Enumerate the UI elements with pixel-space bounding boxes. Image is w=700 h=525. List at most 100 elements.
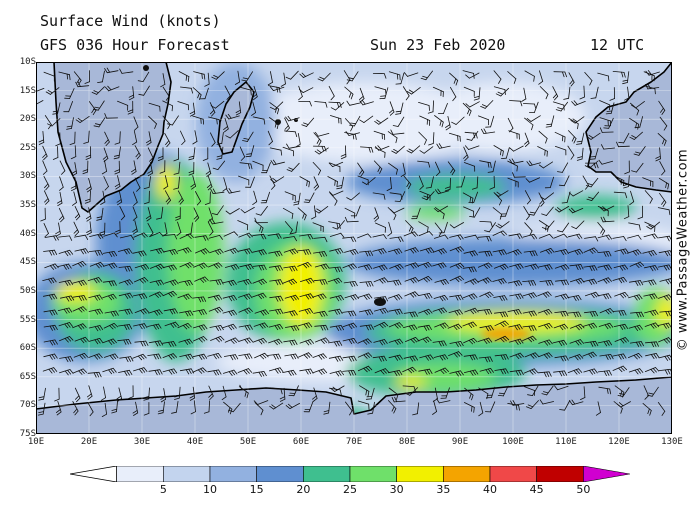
wind-barb [329, 162, 341, 173]
wind-barb [463, 162, 476, 172]
wind-barb [283, 265, 298, 272]
wind-barb [162, 290, 177, 298]
wind-barb [147, 162, 153, 177]
wind-barb [295, 133, 301, 148]
wind-barb [478, 356, 493, 363]
wind-barb [74, 234, 89, 241]
wind-barb [245, 176, 255, 188]
wind-barb [584, 160, 599, 169]
wind-barb [69, 131, 76, 145]
wind-barb [251, 101, 257, 116]
wind-barb [492, 230, 508, 236]
wind-barb [374, 222, 386, 233]
wind-barb [299, 72, 314, 78]
wind-barb [568, 190, 584, 197]
wind-barb [434, 367, 450, 375]
wind-barb [525, 400, 539, 410]
wind-barb [357, 264, 373, 271]
wind-barb [332, 220, 345, 230]
wind-barb [299, 368, 314, 375]
wind-barb [75, 116, 90, 123]
wind-barb [269, 402, 284, 410]
wind-barb [157, 401, 165, 415]
wind-barb [270, 176, 285, 183]
wind-barb [87, 385, 93, 400]
wind-barb [571, 220, 585, 230]
wind-barb [624, 86, 630, 101]
latitude-label: 70S [19, 400, 36, 411]
wind-barb [507, 177, 519, 188]
wind-barb [473, 87, 481, 101]
wind-barb [147, 323, 162, 330]
wind-barb [645, 352, 660, 360]
wind-barb [388, 322, 404, 329]
wind-barb [539, 247, 555, 255]
wind-barb [148, 102, 161, 112]
wind-barb [477, 277, 492, 284]
wind-barb [114, 175, 121, 190]
wind-barb [373, 207, 380, 222]
wind-barb [189, 102, 196, 117]
wind-barb [524, 132, 530, 147]
wind-barb [286, 162, 300, 172]
wind-barb [190, 400, 196, 415]
wind-barb [404, 277, 420, 284]
wind-barb [163, 234, 178, 240]
latitude-label: 25S [19, 142, 36, 153]
wind-barb [568, 72, 575, 87]
wind-barb [469, 207, 481, 218]
wind-barb [192, 324, 208, 331]
wind-barb [464, 387, 474, 401]
wind-barb [432, 248, 447, 255]
wind-barb [134, 264, 150, 271]
wind-barb [173, 176, 180, 190]
wind-barb [280, 72, 286, 87]
wind-barb [310, 205, 317, 220]
wind-barb [570, 323, 585, 331]
wind-barb [44, 235, 59, 241]
wind-barb [252, 249, 267, 256]
wind-barb [374, 117, 389, 125]
wind-barb [402, 385, 416, 392]
wind-barb [579, 85, 585, 100]
wind-barb [269, 308, 284, 315]
wind-barb [162, 86, 170, 101]
wind-barb [400, 162, 406, 177]
wind-barb [255, 205, 268, 216]
wind-barb [584, 236, 599, 242]
wind-barb [402, 324, 418, 331]
wind-barb [128, 385, 134, 399]
wind-barb [211, 71, 225, 80]
wind-barb [119, 234, 135, 241]
latitude-label: 75S [19, 429, 36, 439]
wind-barb [163, 175, 169, 190]
wind-barb [628, 368, 644, 375]
wind-barb [222, 177, 228, 192]
wind-barb [403, 231, 419, 237]
wind-barb [568, 130, 577, 144]
wind-barb [418, 368, 433, 375]
wind-barb [484, 401, 496, 413]
wind-barb [228, 402, 241, 413]
wind-barb [545, 115, 555, 128]
wind-barb [494, 190, 509, 197]
wind-barb [59, 176, 64, 191]
wind-barb [93, 100, 105, 111]
wind-barb [387, 294, 403, 301]
wind-barb [644, 221, 656, 233]
map-title: Surface Wind (knots) [40, 12, 221, 30]
wind-barb [298, 308, 314, 315]
wind-barb [462, 293, 478, 300]
wind-barb [89, 261, 105, 269]
wind-barb [585, 177, 599, 188]
wind-barb [64, 88, 75, 99]
wind-barb [282, 369, 297, 376]
wind-barb [177, 190, 184, 205]
wind-barb [245, 145, 255, 158]
wind-barb [118, 279, 134, 286]
wind-barb [100, 386, 106, 401]
wind-barb [507, 309, 522, 316]
wind-barb [164, 190, 172, 205]
wind-barb [133, 191, 138, 206]
wind-barb [659, 192, 667, 207]
